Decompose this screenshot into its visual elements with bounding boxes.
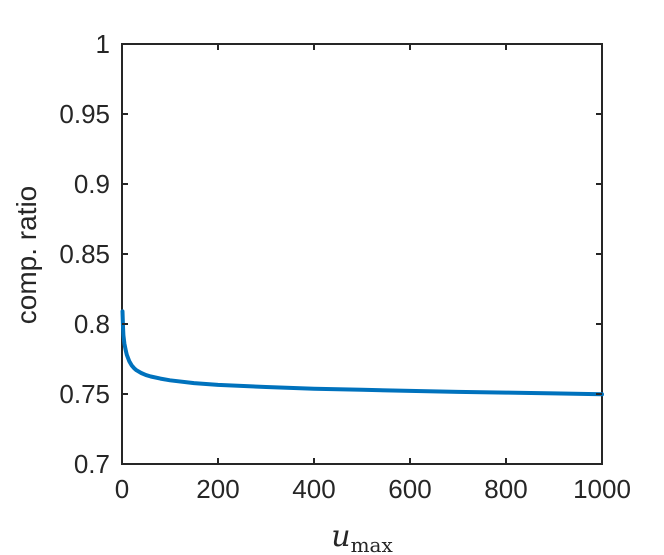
- x-tick-label: 600: [388, 474, 431, 504]
- x-tick-label: 1000: [573, 474, 631, 504]
- axis-ticks: [121, 43, 603, 465]
- series-line: [120, 309, 604, 397]
- y-tick-label: 1: [96, 29, 110, 59]
- y-axis-label: comp. ratio: [11, 186, 42, 325]
- y-tick-label: 0.8: [74, 309, 110, 339]
- x-axis-label-sub: max: [351, 533, 394, 555]
- y-tick-label: 0.9: [74, 169, 110, 199]
- x-tick-label: 0: [115, 474, 129, 504]
- y-tick-label: 0.85: [59, 239, 110, 269]
- x-axis-label: umax: [331, 519, 393, 555]
- x-axis-label-main: u: [331, 519, 350, 554]
- x-tick-label: 200: [196, 474, 239, 504]
- tick-labels: 0 200 400 600 800 1000 0.7 0.75 0.8 0.85 0.9 0.95 1: [59, 29, 631, 504]
- plot-area: [120, 43, 604, 465]
- x-tick-label: 400: [292, 474, 335, 504]
- y-tick-label: 0.75: [59, 379, 110, 409]
- plot-frame: [121, 43, 603, 465]
- y-tick-label: 0.95: [59, 99, 110, 129]
- y-tick-label: 0.7: [74, 449, 110, 479]
- x-tick-label: 800: [484, 474, 527, 504]
